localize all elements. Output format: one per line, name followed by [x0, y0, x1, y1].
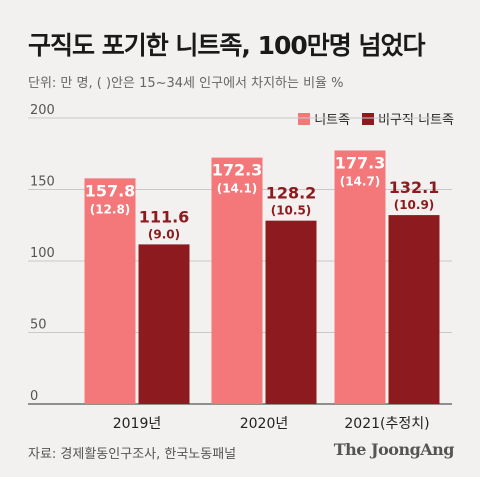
bar-nonseeking-neet-2	[388, 215, 440, 404]
source-note: 자료: 경제활동인구조사, 한국노동패널	[28, 447, 237, 462]
bar-neet-1	[211, 157, 263, 404]
x-tick-label-1: 2020년	[240, 416, 289, 432]
legend-item-neet: 니트족	[298, 109, 350, 128]
share-label-neet-0: (12.8)	[90, 202, 131, 216]
legend-label-nonseeking-neet: 비구직 니트족	[378, 113, 454, 128]
y-tick-label-150: 150	[30, 175, 55, 190]
share-label-nonseeking-neet-2: (10.9)	[394, 198, 435, 212]
data-label-nonseeking-neet-1: 128.2	[266, 184, 317, 203]
legend-label-neet: 니트족	[314, 113, 351, 128]
x-tick-label-2: 2021(추정치)	[344, 416, 429, 432]
data-label-nonseeking-neet-2: 132.1	[389, 178, 440, 197]
x-tick-label-0: 2019년	[113, 416, 162, 432]
data-label-nonseeking-neet-0: 111.6	[139, 207, 190, 226]
legend: 니트족 비구직 니트족	[286, 109, 454, 128]
data-label-neet-0: 157.8	[85, 181, 136, 200]
bar-neet-2	[334, 150, 386, 404]
share-label-neet-2: (14.7)	[340, 174, 381, 188]
data-label-neet-1: 172.3	[212, 161, 263, 180]
share-label-nonseeking-neet-0: (9.0)	[148, 227, 180, 241]
y-tick-label-0: 0	[30, 389, 38, 404]
chart-title: 구직도 포기한 니트족, 100만명 넘었다	[28, 31, 425, 60]
y-tick-label-100: 100	[30, 246, 55, 261]
y-tick-label-50: 50	[30, 318, 47, 333]
share-label-neet-1: (14.1)	[217, 182, 258, 196]
publisher-logo: The JoongAng	[333, 440, 455, 459]
bar-nonseeking-neet-1	[265, 220, 317, 404]
y-tick-label-200: 200	[30, 103, 55, 118]
bar-nonseeking-neet-0	[138, 244, 190, 404]
legend-item-nonseeking-neet: 비구직 니트족	[362, 109, 454, 128]
bar-neet-0	[84, 178, 136, 404]
data-label-neet-2: 177.3	[335, 153, 386, 172]
share-label-nonseeking-neet-1: (10.5)	[271, 204, 312, 218]
chart-subtitle: 단위: 만 명, ( )안은 15~34세 인구에서 차지하는 비율 %	[28, 76, 344, 91]
